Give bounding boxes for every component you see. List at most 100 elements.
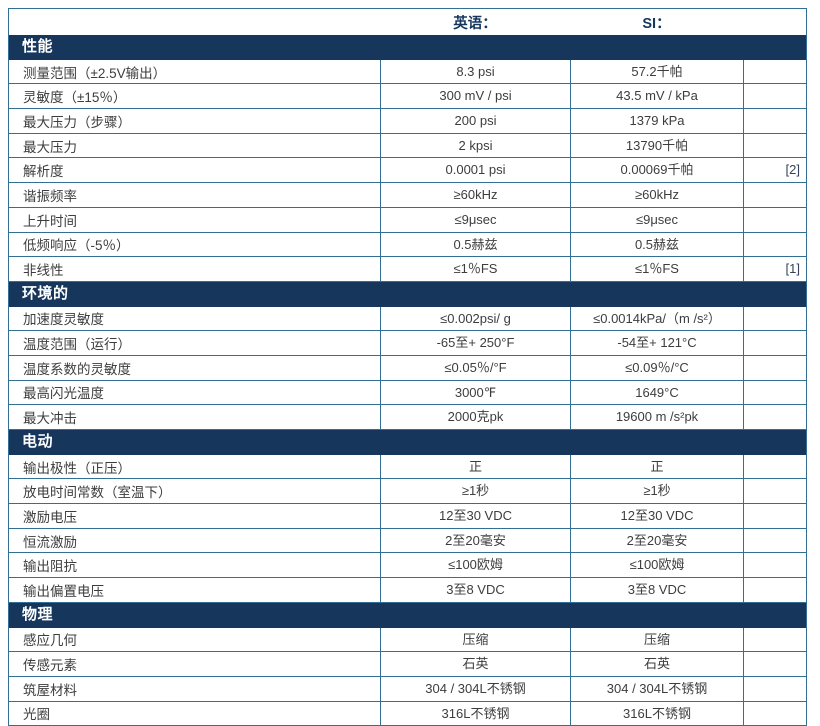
english-value: 3000℉ (380, 380, 570, 405)
table-row: 最大冲击 2000克pk 19600 m /s²pk (9, 405, 806, 430)
table-row: 解析度 0.0001 psi 0.00069千帕 [2] (9, 158, 806, 184)
note-ref (743, 528, 806, 553)
table-row: 上升时间 ≤9μsec ≤9μsec (9, 207, 806, 233)
table-row: 传感元素 石英 石英 (9, 652, 806, 677)
note-ref (743, 306, 806, 331)
table-row: 恒流激励 2至20毫安 2至20毫安 (9, 528, 806, 554)
row-label: 上升时间 (23, 213, 77, 229)
row-label: 最高闪光温度 (23, 386, 104, 402)
note-ref (743, 232, 806, 257)
english-value: ≤0.05％/°F (380, 355, 570, 380)
note-ref (743, 380, 806, 405)
english-value: 8.3 psi (380, 59, 570, 84)
row-label: 最大压力（步骤） (23, 114, 131, 130)
table-row: 输出偏置电压 3至8 VDC 3至8 VDC (9, 578, 806, 603)
si-value: 3至8 VDC (570, 578, 743, 602)
si-value: 316L不锈钢 (570, 701, 743, 726)
english-value: ≤1％FS (380, 257, 570, 281)
english-value: 石英 (380, 652, 570, 676)
note-ref (743, 59, 806, 84)
si-value: 正 (570, 454, 743, 479)
row-label: 最大压力 (23, 139, 77, 155)
english-value: 2至20毫安 (380, 528, 570, 553)
english-value: 2000克pk (380, 405, 570, 429)
note-ref (743, 331, 806, 355)
table-row: 温度范围（运行） -65至+ 250°F -54至+ 121°C (9, 331, 806, 356)
si-value: ≤1％FS (570, 257, 743, 281)
si-value: 57.2千帕 (570, 59, 743, 84)
table-row: 非线性 ≤1％FS ≤1％FS [1] (9, 257, 806, 282)
table-row: 输出阻抗 ≤100欧姆 ≤100欧姆 (9, 553, 806, 579)
note-ref (743, 84, 806, 109)
table-row: 放电时间常数（室温下） ≥1秒 ≥1秒 (9, 479, 806, 505)
note-ref (743, 627, 806, 652)
note-ref (743, 479, 806, 504)
si-value: 43.5 mV / kPa (570, 84, 743, 109)
column-header-si: SI： (642, 15, 671, 32)
table-row: 感应几何 压缩 压缩 (9, 627, 806, 653)
si-value: ≥1秒 (570, 479, 743, 504)
section-header: 物理 (9, 602, 806, 628)
english-value: 0.5赫兹 (380, 232, 570, 257)
english-value: 316L不锈钢 (380, 701, 570, 726)
section-header: 性能 (9, 35, 806, 60)
row-label: 温度系数的灵敏度 (23, 361, 131, 377)
si-value: ≤0.09％/°C (570, 355, 743, 380)
table-row: 温度系数的灵敏度 ≤0.05％/°F ≤0.09％/°C (9, 355, 806, 381)
note-ref (743, 133, 806, 158)
table-row: 最大压力（步骤） 200 psi 1379 kPa (9, 109, 806, 134)
table-row: 光圈 316L不锈钢 316L不锈钢 (9, 701, 806, 726)
note-ref (743, 355, 806, 380)
english-value: ≤100欧姆 (380, 553, 570, 578)
spec-table: 英语： SI： 性能 测量范围（±2.5V输出） 8.3 psi 57.2千帕 灵敏度（… (8, 8, 807, 726)
row-label: 输出极性（正压） (23, 460, 131, 476)
note-ref (743, 676, 806, 701)
row-label: 温度范围（运行） (23, 337, 131, 353)
english-value: ≥60kHz (380, 183, 570, 207)
row-label: 灵敏度（±15％） (23, 90, 127, 106)
english-value: 正 (380, 454, 570, 479)
table-row: 加速度灵敏度 ≤0.002psi/ g ≤0.0014kPa/（m /s²） (9, 306, 806, 332)
row-label: 筑屋材料 (23, 682, 77, 698)
row-label: 感应几何 (23, 633, 77, 649)
row-label: 低频响应（-5％） (23, 238, 130, 254)
row-label: 激励电压 (23, 509, 77, 525)
table-row: 灵敏度（±15％） 300 mV / psi 43.5 mV / kPa (9, 84, 806, 110)
english-value: ≥1秒 (380, 479, 570, 504)
si-value: ≤0.0014kPa/（m /s²） (570, 306, 743, 331)
table-row: 低频响应（-5％） 0.5赫兹 0.5赫兹 (9, 232, 806, 258)
note-ref (743, 454, 806, 479)
si-value: ≤9μsec (570, 207, 743, 232)
si-value: 19600 m /s²pk (570, 405, 743, 429)
english-value: 12至30 VDC (380, 504, 570, 528)
si-value: 石英 (570, 652, 743, 676)
note-ref (743, 652, 806, 676)
table-row: 激励电压 12至30 VDC 12至30 VDC (9, 504, 806, 529)
english-value: 304 / 304L不锈钢 (380, 676, 570, 701)
section-header: 电动 (9, 430, 806, 455)
si-value: ≤100欧姆 (570, 553, 743, 578)
spec-table-body: 性能 测量范围（±2.5V输出） 8.3 psi 57.2千帕 灵敏度（±15％） 300… (9, 35, 806, 726)
english-value: -65至+ 250°F (380, 331, 570, 355)
english-value: 压缩 (380, 627, 570, 652)
row-label: 谐振频率 (23, 188, 77, 204)
note-ref (743, 553, 806, 578)
row-label: 输出阻抗 (23, 559, 77, 575)
english-value: 3至8 VDC (380, 578, 570, 602)
english-value: 0.0001 psi (380, 158, 570, 183)
english-value: ≤9μsec (380, 207, 570, 232)
table-row: 输出极性（正压） 正正 (9, 454, 806, 480)
note-ref (743, 109, 806, 133)
row-label: 加速度灵敏度 (23, 312, 104, 328)
row-label: 测量范围（±2.5V输出） (23, 65, 167, 81)
si-value: -54至+ 121°C (570, 331, 743, 355)
si-value: 304 / 304L不锈钢 (570, 676, 743, 701)
note-ref (743, 183, 806, 207)
table-row: 测量范围（±2.5V输出） 8.3 psi 57.2千帕 (9, 59, 806, 85)
english-value: 2 kpsi (380, 133, 570, 158)
section-header: 环境的 (9, 281, 806, 307)
row-label: 放电时间常数（室温下） (23, 485, 172, 501)
note-ref (743, 207, 806, 232)
row-label: 恒流激励 (23, 534, 77, 550)
si-value: 13790千帕 (570, 133, 743, 158)
